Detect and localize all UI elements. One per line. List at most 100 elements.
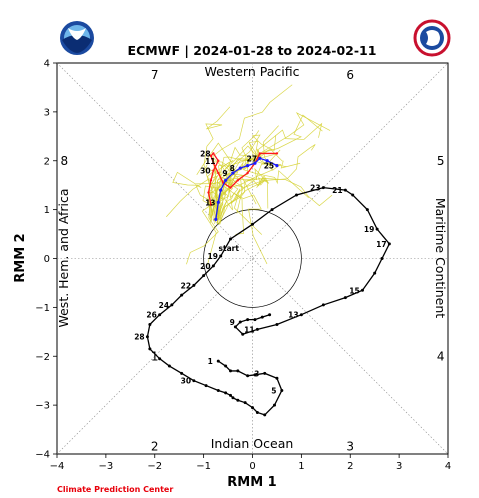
forecast-mean-point: [238, 166, 242, 170]
observed-point: [253, 373, 257, 377]
observed-day-label: 26: [146, 311, 156, 320]
observed-point: [170, 303, 174, 307]
ensemble-member-line: [210, 130, 260, 219]
observed-point: [231, 396, 235, 400]
forecast-mean-point: [258, 156, 262, 160]
forecast-week2-line: [207, 152, 277, 205]
forecast-mean-point: [275, 164, 279, 168]
diagonal-line: [56, 62, 449, 455]
observed-point: [375, 227, 379, 231]
phase-guides: [56, 62, 449, 455]
observed-day-label: 13: [288, 311, 298, 320]
forecast-mean-point: [214, 217, 218, 221]
region-label-right: Maritime Continent: [433, 198, 448, 318]
observed-point: [343, 296, 347, 300]
x-axis-label: RMM 1: [227, 475, 276, 490]
region-label-left: West. Hem. and Africa: [56, 188, 71, 327]
forecast-week2-point: [207, 191, 210, 194]
ensemble-member-line: [218, 178, 333, 221]
forecast-week2-point: [246, 171, 249, 175]
observed-point: [321, 303, 325, 307]
y-tick-label: −4: [35, 450, 50, 461]
observed-point: [299, 313, 303, 317]
phase-number: 3: [346, 440, 354, 454]
observed-point: [236, 369, 240, 373]
observed-point: [167, 364, 171, 368]
y-tick-label: −2: [35, 352, 50, 363]
observed-point: [158, 313, 162, 317]
observed-point: [351, 193, 355, 197]
observed-point: [238, 320, 242, 324]
observed-point: [243, 401, 247, 405]
observed-day-label: 28: [134, 333, 144, 342]
observed-point: [180, 293, 184, 297]
x-tick-label: 1: [298, 461, 304, 472]
observed-point: [216, 359, 220, 363]
ensemble-member-line: [215, 114, 323, 215]
x-tick-label: 3: [396, 461, 402, 472]
phase-number: 8: [61, 154, 69, 168]
phase-number: 5: [437, 154, 445, 168]
forecast-mean-day-label: 13: [205, 198, 215, 207]
x-tick-label: 0: [249, 461, 255, 472]
observed-point: [192, 379, 196, 383]
observed-point: [270, 208, 274, 212]
observed-point: [321, 186, 325, 190]
observed-day-label: 21: [332, 186, 342, 195]
forecast-mean-day-label: 9: [222, 169, 227, 178]
observed-point: [280, 388, 284, 392]
forecast-week2-point: [209, 203, 213, 206]
observed-day-label: 5: [271, 386, 276, 395]
phase-number: 2: [151, 440, 159, 454]
forecast-mean-day-label: 25: [264, 162, 274, 171]
observed-point: [294, 193, 298, 197]
phase-number: 1: [151, 349, 159, 363]
forecast-mean-day-label: 27: [247, 154, 257, 163]
observed-point: [260, 315, 264, 319]
observed-point: [268, 313, 272, 317]
forecast-week2-point: [258, 152, 262, 155]
observed-point: [255, 327, 259, 331]
observed-point: [148, 347, 152, 351]
noaa-logo: [60, 21, 94, 55]
observed-point: [360, 288, 364, 292]
observed-day-label: 30: [181, 377, 191, 386]
forecast-week2-point: [229, 186, 232, 189]
observed-point: [180, 371, 184, 375]
forecast-week2-point: [209, 154, 213, 158]
observed-point: [380, 257, 384, 260]
observed-point: [272, 403, 276, 407]
chart-title: ECMWF | 2024-01-28 to 2024-02-11: [128, 43, 377, 58]
phase-number: 6: [346, 68, 354, 82]
x-tick-label: 4: [445, 461, 451, 472]
observed-point: [229, 369, 233, 373]
observed-day-label: 15: [349, 286, 359, 295]
observed-point: [263, 371, 267, 375]
ensemble-member-line: [209, 140, 259, 221]
start-label: start: [219, 244, 240, 253]
y-tick-label: 2: [44, 156, 50, 167]
forecast-week2-point: [209, 179, 213, 182]
forecast-week2-point: [217, 159, 220, 162]
unit-circle: [203, 209, 302, 308]
ensemble-member-line: [216, 188, 263, 235]
ensemble-member-line: [218, 142, 265, 215]
nws-logo: [413, 19, 451, 57]
observed-point: [158, 357, 162, 361]
observed-point: [387, 242, 391, 246]
observed-point: [263, 413, 267, 417]
observed-day-label: 1: [208, 357, 213, 366]
observed-day-label: 9: [230, 318, 235, 327]
x-tick-label: 2: [347, 461, 353, 472]
observed-day-label: 22: [181, 281, 191, 290]
forecast-mean-point: [253, 161, 257, 165]
ensemble-member-line: [209, 145, 287, 215]
region-label-top: Western Pacific: [205, 64, 300, 79]
observed-point: [204, 384, 208, 388]
forecast-week2-day-label: 11: [205, 157, 215, 166]
observed-point: [255, 410, 259, 414]
forecast-mean-point: [219, 188, 223, 192]
